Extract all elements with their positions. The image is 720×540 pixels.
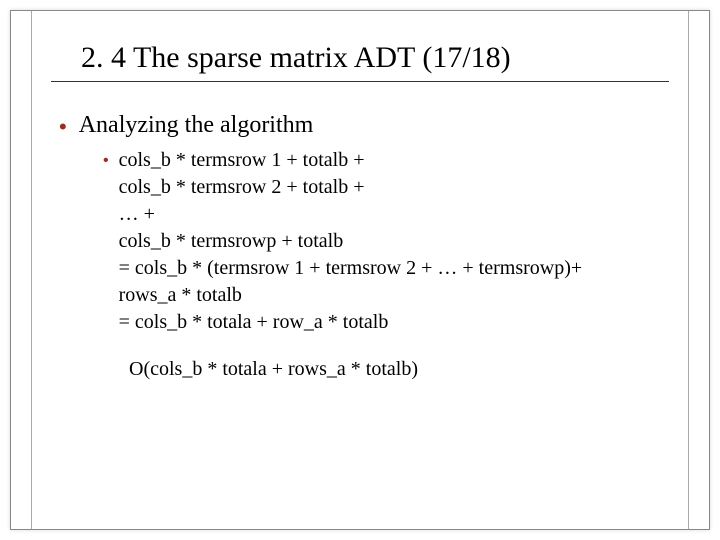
derivation-line: = cols_b * (termsrow 1 + termsrow 2 + … … [119,255,583,282]
analysis-derivation: cols_b * termsrow 1 + totalb + cols_b * … [119,147,583,336]
derivation-line: rows_a * totalb [119,282,583,309]
derivation-line: cols_b * termsrow 1 + totalb + [119,147,583,174]
slide-title: 2. 4 The sparse matrix ADT (17/18) [81,41,669,75]
slide-content: 2. 4 The sparse matrix ADT (17/18) • Ana… [51,41,669,381]
big-o-result: O(cols_b * totala + rows_a * totalb) [129,358,669,381]
derivation-line: = cols_b * totala + row_a * totalb [119,309,583,336]
derivation-line: cols_b * termsrowp + totalb [119,228,583,255]
slide-frame: 2. 4 The sparse matrix ADT (17/18) • Ana… [10,10,710,530]
lvl1-text: Analyzing the algorithm [79,112,314,139]
bullet-dot-icon: • [59,116,67,138]
bullet-level-1: • Analyzing the algorithm • cols_b * ter… [59,112,669,381]
bullet-level-2: • cols_b * termsrow 1 + totalb + cols_b … [103,147,669,336]
derivation-line: … + [119,201,583,228]
title-underline [51,81,669,82]
derivation-line: cols_b * termsrow 2 + totalb + [119,174,583,201]
bullet-dot-icon: • [103,153,109,169]
